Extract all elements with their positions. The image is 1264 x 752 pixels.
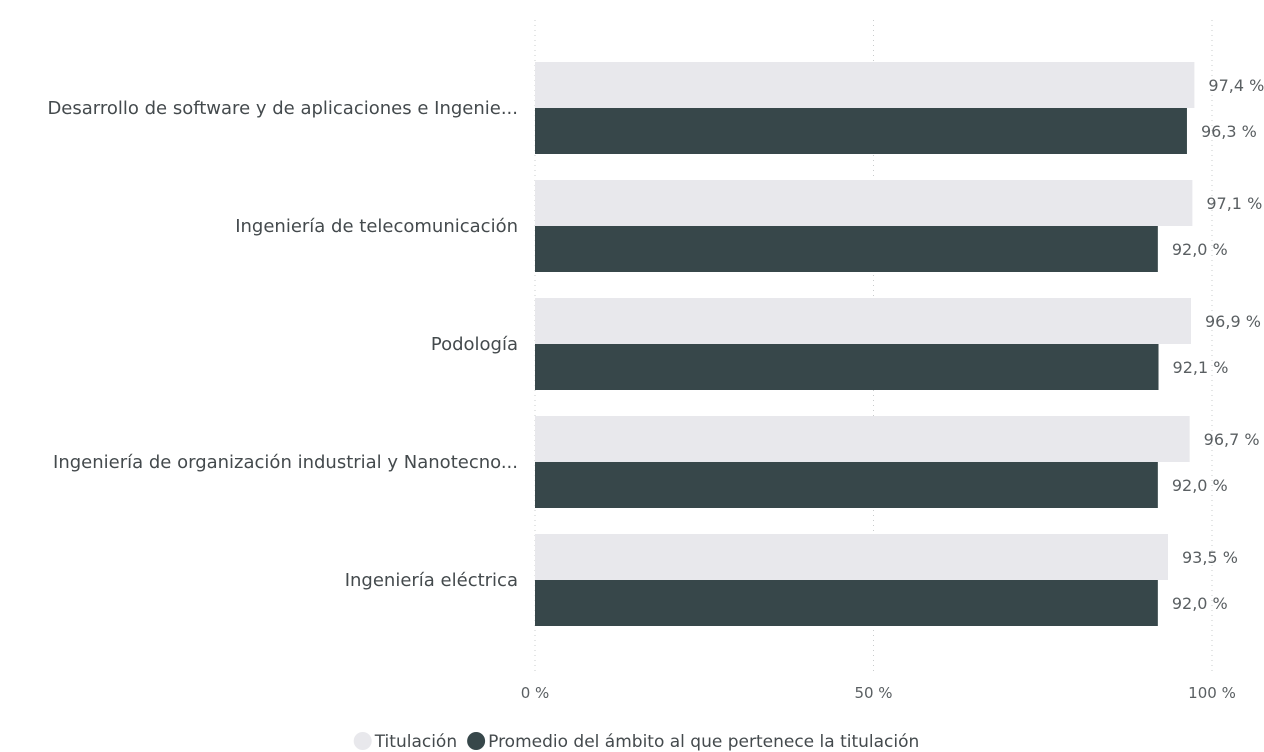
category-label: Podología [431,334,518,355]
value-labels: 97,4 % 96,3 % 97,1 % 92,0 % 96,9 % 92,1 % 96,7… [1172,76,1264,613]
bar-promedio[interactable] [535,226,1158,272]
bar-titulacion[interactable] [535,416,1190,462]
value-label: 97,4 % [1208,76,1264,95]
value-label: 96,7 % [1204,430,1260,449]
legend-item-promedio[interactable]: Promedio del ámbito al que pertenece la … [467,732,919,752]
bar-titulacion[interactable] [535,534,1168,580]
bars [535,62,1195,626]
value-label: 92,1 % [1173,358,1229,377]
bar-promedio[interactable] [535,344,1159,390]
value-label: 93,5 % [1182,548,1238,567]
bar-titulacion[interactable] [535,180,1193,226]
legend-label: Promedio del ámbito al que pertenece la … [488,732,919,752]
legend-swatch [467,732,486,750]
value-label: 92,0 % [1172,240,1228,259]
category-label: Ingeniería de organización industrial y … [53,452,518,473]
x-axis-ticks: 0 % 50 % 100 % [521,684,1236,702]
category-label: Desarrollo de software y de aplicaciones… [47,98,518,119]
value-label: 96,9 % [1205,312,1261,331]
bar-promedio[interactable] [535,108,1187,154]
x-tick-label: 100 % [1188,684,1236,702]
legend[interactable]: Titulación Promedio del ámbito al que per… [353,732,920,752]
value-label: 96,3 % [1201,122,1257,141]
legend-item-titulacion[interactable]: Titulación [353,732,457,752]
value-label: 97,1 % [1206,194,1262,213]
bar-promedio[interactable] [535,462,1158,508]
bar-titulacion[interactable] [535,62,1195,108]
value-label: 92,0 % [1172,594,1228,613]
x-tick-label: 50 % [854,684,892,702]
category-label: Ingeniería de telecomunicación [235,216,518,237]
category-label: Ingeniería eléctrica [345,570,518,591]
legend-swatch [353,732,372,750]
value-label: 92,0 % [1172,476,1228,495]
legend-label: Titulación [374,732,457,752]
x-tick-label: 0 % [521,684,550,702]
bar-promedio[interactable] [535,580,1158,626]
bar-titulacion[interactable] [535,298,1192,344]
category-labels: Desarrollo de software y de aplicaciones… [47,98,518,591]
